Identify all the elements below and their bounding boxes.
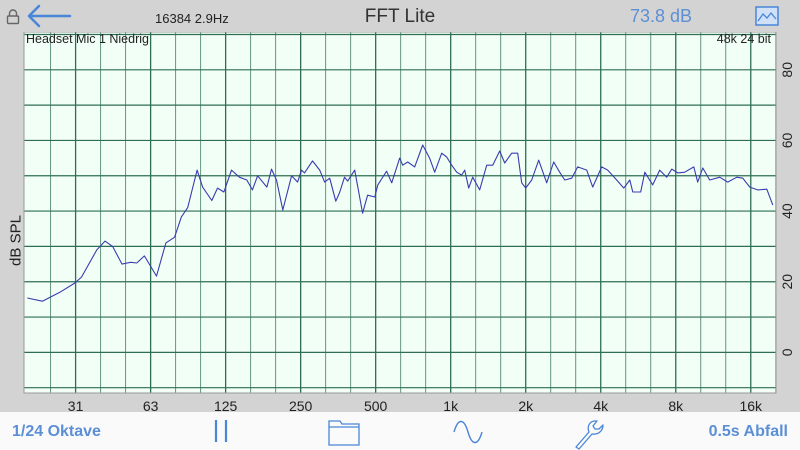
app-title: FFT Lite bbox=[364, 6, 436, 27]
resolution-button[interactable]: 1/24 Oktave bbox=[12, 423, 101, 440]
decay-button[interactable]: 0.5s Abfall bbox=[708, 423, 788, 440]
folder-icon[interactable] bbox=[328, 418, 360, 446]
x-tick-label: 63 bbox=[143, 398, 159, 412]
x-tick-label: 250 bbox=[289, 398, 313, 412]
x-tick-label: 500 bbox=[364, 398, 388, 412]
y-tick-label: 80 bbox=[779, 62, 795, 78]
x-tick-label: 2k bbox=[518, 398, 534, 412]
top-bar: 16384 2.9Hz FFT Lite 73.8 dB bbox=[0, 0, 800, 32]
x-tick-label: 1k bbox=[443, 398, 459, 412]
sample-format-label: 48k 24 bit bbox=[716, 32, 771, 46]
pause-icon[interactable] bbox=[212, 418, 230, 444]
level-readout: 73.8 dB bbox=[630, 6, 693, 26]
x-tick-label: 16k bbox=[739, 398, 763, 412]
fft-size-resolution: 16384 2.9Hz bbox=[155, 11, 229, 26]
y-axis-label: dB SPL bbox=[7, 215, 25, 266]
plot-background bbox=[24, 32, 776, 393]
sine-wave-icon[interactable] bbox=[452, 418, 484, 446]
bottom-toolbar: 1/24 Oktave 0.5s Abfall bbox=[0, 412, 800, 450]
y-tick-label: 40 bbox=[779, 203, 795, 219]
lock-icon[interactable] bbox=[6, 9, 20, 25]
x-tick-label: 31 bbox=[68, 398, 84, 412]
plot-border bbox=[23, 32, 777, 394]
back-arrow-icon[interactable] bbox=[26, 4, 72, 28]
screenshot-icon[interactable] bbox=[755, 6, 779, 26]
y-tick-label: 60 bbox=[779, 132, 795, 148]
spectrum-curve bbox=[27, 144, 774, 302]
y-tick-label: 20 bbox=[779, 274, 795, 290]
spectrum-plot: 31 63 125 250 500 1k 2k 4k 8k 16k 0 20 40 60 80 bbox=[23, 32, 795, 412]
input-device-label: Headset Mic 1 Niedrig bbox=[26, 32, 149, 46]
x-tick-label: 4k bbox=[593, 398, 609, 412]
wrench-icon[interactable] bbox=[573, 418, 605, 450]
y-tick-label: 0 bbox=[779, 348, 795, 356]
x-tick-label: 125 bbox=[214, 398, 238, 412]
x-tick-label: 8k bbox=[668, 398, 684, 412]
spectrum-chart: 31 63 125 250 500 1k 2k 4k 8k 16k 0 20 40 60 80 dB SPL bbox=[0, 32, 800, 412]
